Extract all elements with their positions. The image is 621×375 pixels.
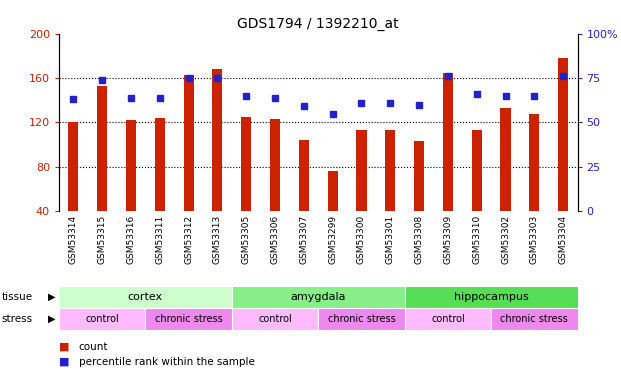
Bar	[212, 69, 222, 211]
Text: GSM53314: GSM53314	[69, 215, 78, 264]
Text: tissue: tissue	[1, 292, 32, 302]
Text: count: count	[79, 342, 109, 352]
Text: control: control	[85, 314, 119, 324]
Text: GSM53311: GSM53311	[155, 215, 165, 264]
Bar	[59, 308, 145, 330]
Bar	[491, 308, 578, 330]
Bar	[356, 130, 366, 211]
Bar	[501, 108, 510, 211]
Text: chronic stress: chronic stress	[501, 314, 568, 324]
Bar	[385, 130, 396, 211]
Text: cortex: cortex	[128, 292, 163, 302]
Bar	[155, 118, 165, 211]
Bar	[472, 130, 482, 211]
Text: GSM53301: GSM53301	[386, 215, 395, 264]
Bar	[558, 58, 568, 211]
Text: GSM53316: GSM53316	[127, 215, 135, 264]
Text: GSM53304: GSM53304	[559, 215, 568, 264]
Bar	[184, 75, 194, 211]
Bar	[68, 122, 78, 211]
Bar	[145, 308, 232, 330]
Text: GSM53302: GSM53302	[501, 215, 510, 264]
Text: hippocampus: hippocampus	[454, 292, 528, 302]
Bar	[126, 120, 136, 211]
Bar	[232, 308, 318, 330]
Bar	[443, 72, 453, 211]
Text: chronic stress: chronic stress	[328, 314, 396, 324]
Text: GSM53315: GSM53315	[97, 215, 107, 264]
Title: GDS1794 / 1392210_at: GDS1794 / 1392210_at	[237, 17, 399, 32]
Text: control: control	[431, 314, 465, 324]
Bar	[328, 171, 338, 211]
Bar	[318, 308, 405, 330]
Bar	[241, 117, 252, 211]
Text: GSM53309: GSM53309	[443, 215, 452, 264]
Bar	[405, 286, 578, 308]
Text: stress: stress	[1, 314, 32, 324]
Text: ▶: ▶	[48, 292, 55, 302]
Text: chronic stress: chronic stress	[155, 314, 222, 324]
Bar	[299, 140, 309, 211]
Text: control: control	[258, 314, 292, 324]
Bar	[529, 114, 540, 211]
Text: GSM53299: GSM53299	[328, 215, 337, 264]
Text: amygdala: amygdala	[291, 292, 346, 302]
Bar	[270, 119, 280, 211]
Text: GSM53306: GSM53306	[271, 215, 279, 264]
Text: GSM53307: GSM53307	[299, 215, 309, 264]
Text: GSM53303: GSM53303	[530, 215, 539, 264]
Text: percentile rank within the sample: percentile rank within the sample	[79, 357, 255, 367]
Text: GSM53300: GSM53300	[357, 215, 366, 264]
Bar	[97, 86, 107, 211]
Bar	[405, 308, 491, 330]
Bar	[414, 141, 424, 211]
Text: GSM53312: GSM53312	[184, 215, 193, 264]
Bar	[232, 286, 405, 308]
Text: ■: ■	[59, 342, 70, 352]
Text: GSM53308: GSM53308	[415, 215, 424, 264]
Text: GSM53313: GSM53313	[213, 215, 222, 264]
Text: GSM53305: GSM53305	[242, 215, 251, 264]
Text: GSM53310: GSM53310	[472, 215, 481, 264]
Text: ■: ■	[59, 357, 70, 367]
Text: ▶: ▶	[48, 314, 55, 324]
Bar	[59, 286, 232, 308]
